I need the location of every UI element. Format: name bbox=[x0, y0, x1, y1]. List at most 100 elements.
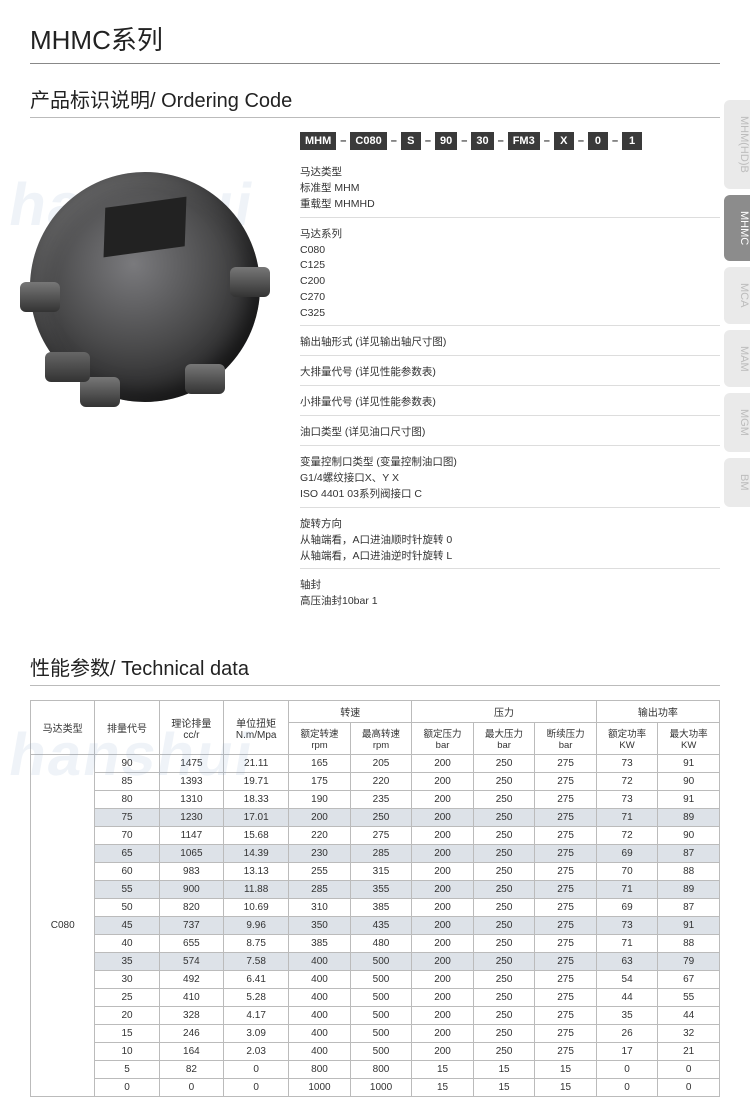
cell: 1230 bbox=[159, 809, 223, 827]
cell: 0 bbox=[596, 1061, 658, 1079]
cell: 400 bbox=[289, 989, 351, 1007]
side-tab[interactable]: MCA bbox=[724, 267, 750, 323]
cell: 40 bbox=[95, 935, 159, 953]
cell: 1147 bbox=[159, 827, 223, 845]
code-box: C080 bbox=[350, 132, 386, 150]
cell: 15 bbox=[95, 1025, 159, 1043]
side-tab[interactable]: BM bbox=[724, 458, 750, 507]
cell: 2.03 bbox=[224, 1043, 289, 1061]
cell: 800 bbox=[289, 1061, 351, 1079]
cell: 500 bbox=[350, 971, 412, 989]
code-dash: – bbox=[391, 135, 397, 147]
code-dash: – bbox=[612, 135, 618, 147]
code-box: 1 bbox=[622, 132, 642, 150]
cell: 250 bbox=[473, 1007, 535, 1025]
cell: 73 bbox=[596, 917, 658, 935]
table-row: 457379.963504352002502757391 bbox=[31, 917, 720, 935]
cell: 400 bbox=[289, 1025, 351, 1043]
cell: 45 bbox=[95, 917, 159, 935]
cell: 200 bbox=[289, 809, 351, 827]
code-box: 90 bbox=[435, 132, 457, 150]
spec-label: 旋转方向 bbox=[300, 516, 720, 531]
cell: 15 bbox=[535, 1061, 597, 1079]
cell: 500 bbox=[350, 1043, 412, 1061]
table-row: 0001000100015151500 bbox=[31, 1079, 720, 1097]
cell: 310 bbox=[289, 899, 351, 917]
cell: 9.96 bbox=[224, 917, 289, 935]
cell: 89 bbox=[658, 809, 720, 827]
cell: 355 bbox=[350, 881, 412, 899]
spec-value: G1/4螺纹接口X、Y X bbox=[300, 471, 720, 487]
cell: 19.71 bbox=[224, 773, 289, 791]
cell: 500 bbox=[350, 1025, 412, 1043]
spec-series-list: C080C125C200C270C325 bbox=[300, 243, 720, 322]
code-box: FM3 bbox=[508, 132, 540, 150]
cell: 0 bbox=[224, 1061, 289, 1079]
ordering-section: MHM–C080–S–90–30–FM3–X–0–1 马达类型 标准型 MHM … bbox=[30, 132, 720, 622]
cell: 15 bbox=[473, 1061, 535, 1079]
cell: 89 bbox=[658, 881, 720, 899]
cell: 4.17 bbox=[224, 1007, 289, 1025]
cell: 1475 bbox=[159, 755, 223, 773]
cell: 250 bbox=[473, 917, 535, 935]
cell: 400 bbox=[289, 953, 351, 971]
cell: 1310 bbox=[159, 791, 223, 809]
cell: 90 bbox=[658, 773, 720, 791]
cell: 44 bbox=[596, 989, 658, 1007]
cell: 72 bbox=[596, 827, 658, 845]
code-dash: – bbox=[340, 135, 346, 147]
cell: 820 bbox=[159, 899, 223, 917]
th-sub: 最大功率KW bbox=[658, 723, 720, 755]
table-row: 582080080015151500 bbox=[31, 1061, 720, 1079]
cell: 200 bbox=[412, 935, 474, 953]
cell: 275 bbox=[535, 935, 597, 953]
code-box: 0 bbox=[588, 132, 608, 150]
cell: 275 bbox=[535, 827, 597, 845]
code-dash: – bbox=[498, 135, 504, 147]
ordering-code-heading: 产品标识说明/ Ordering Code bbox=[30, 84, 720, 118]
cell: 275 bbox=[535, 1007, 597, 1025]
spec-value: 重载型 MHMHD bbox=[300, 197, 720, 213]
cell: 500 bbox=[350, 989, 412, 1007]
side-tabs: MHM(HD)B MHMC MCA MAM MGM BM bbox=[724, 100, 750, 507]
cell: 410 bbox=[159, 989, 223, 1007]
cell: 13.13 bbox=[224, 863, 289, 881]
cell: 15 bbox=[473, 1079, 535, 1097]
cell: 500 bbox=[350, 1007, 412, 1025]
side-tab[interactable]: MHMC bbox=[724, 195, 750, 261]
cell: 90 bbox=[658, 827, 720, 845]
table-row: 5082010.693103852002502756987 bbox=[31, 899, 720, 917]
cell: 164 bbox=[159, 1043, 223, 1061]
cell: 3.09 bbox=[224, 1025, 289, 1043]
cell: 250 bbox=[473, 809, 535, 827]
cell: 20 bbox=[95, 1007, 159, 1025]
th-sub: 额定转速rpm bbox=[289, 723, 351, 755]
cell: 73 bbox=[596, 791, 658, 809]
cell: 574 bbox=[159, 953, 223, 971]
table-row: 203284.174005002002502753544 bbox=[31, 1007, 720, 1025]
cell: 200 bbox=[412, 827, 474, 845]
cell: 220 bbox=[350, 773, 412, 791]
cell: 200 bbox=[412, 881, 474, 899]
side-tab[interactable]: MAM bbox=[724, 330, 750, 388]
cell: 55 bbox=[95, 881, 159, 899]
cell: 80 bbox=[95, 791, 159, 809]
cell: 21 bbox=[658, 1043, 720, 1061]
side-tab[interactable]: MHM(HD)B bbox=[724, 100, 750, 189]
spec-value: C270 bbox=[300, 290, 720, 306]
th-sub: 断续压力bar bbox=[535, 723, 597, 755]
cell: 25 bbox=[95, 989, 159, 1007]
side-tab[interactable]: MGM bbox=[724, 393, 750, 452]
cell: 14.39 bbox=[224, 845, 289, 863]
cell: 275 bbox=[350, 827, 412, 845]
cell: 385 bbox=[289, 935, 351, 953]
code-box: S bbox=[401, 132, 421, 150]
cell: 35 bbox=[596, 1007, 658, 1025]
cell: 315 bbox=[350, 863, 412, 881]
cell: 30 bbox=[95, 971, 159, 989]
spec-var-ctrl: 变量控制口类型 (变量控制油口图) G1/4螺纹接口X、Y X ISO 4401… bbox=[300, 454, 720, 508]
cell: 1000 bbox=[289, 1079, 351, 1097]
cell: 91 bbox=[658, 755, 720, 773]
cell: 285 bbox=[350, 845, 412, 863]
cell: 220 bbox=[289, 827, 351, 845]
